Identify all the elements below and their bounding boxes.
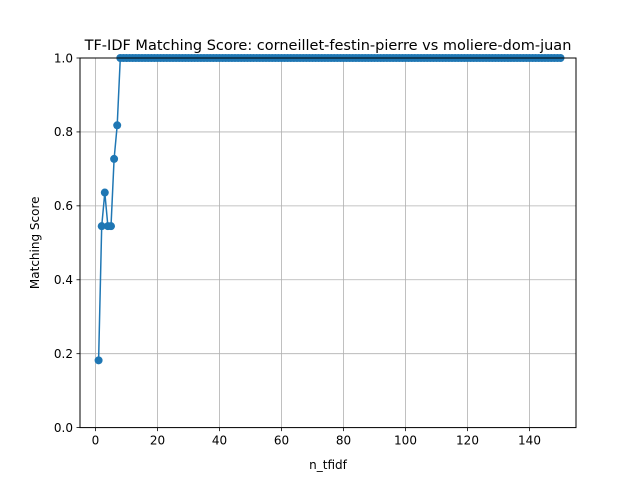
x-tick-label: 140 [518, 434, 541, 448]
data-point [97, 222, 106, 231]
x-tick-label: 120 [456, 434, 479, 448]
data-point [100, 188, 109, 197]
x-tick-label: 80 [336, 434, 351, 448]
y-tick-label: 0.0 [54, 421, 73, 435]
data-point [113, 121, 122, 130]
data-point [107, 222, 115, 231]
data-point [110, 154, 119, 163]
y-tick-label: 1.0 [54, 51, 73, 65]
x-tick-label: 40 [212, 434, 227, 448]
y-tick-label: 0.6 [54, 199, 73, 213]
y-tick-label: 0.4 [54, 273, 73, 287]
x-axis: 0 20 40 60 80 100 120 140 [92, 427, 541, 448]
x-tick-label: 0 [92, 434, 100, 448]
y-axis-label: Matching Score [28, 196, 42, 289]
chart-title: TF-IDF Matching Score: corneillet-festin… [84, 38, 572, 54]
x-tick-label: 100 [394, 434, 417, 448]
plot-frame [79, 57, 577, 429]
y-axis: 0.0 0.2 0.4 0.6 0.8 1.0 [54, 51, 80, 435]
x-tick-label: 20 [150, 434, 165, 448]
data-point [94, 356, 103, 365]
y-tick-label: 0.2 [54, 347, 73, 361]
x-axis-label: n_tfidf [309, 458, 347, 472]
y-tick-label: 0.8 [54, 125, 73, 139]
x-tick-label: 60 [274, 434, 289, 448]
